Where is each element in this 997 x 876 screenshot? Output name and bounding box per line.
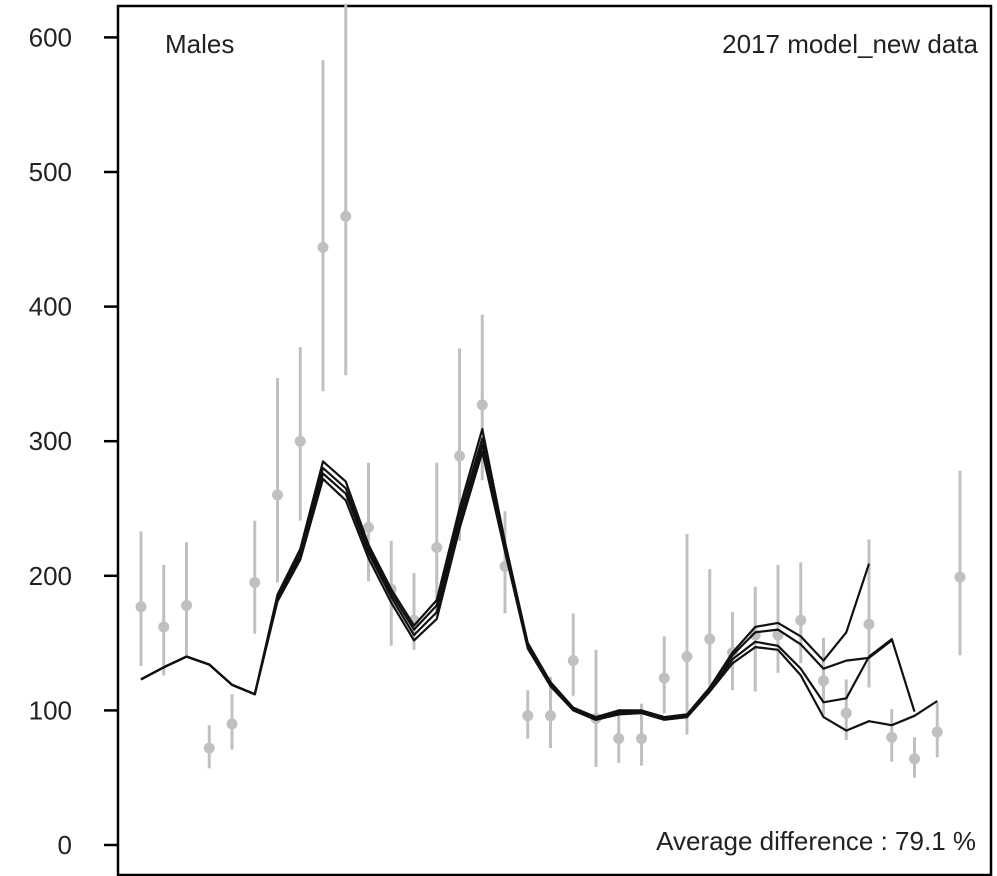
observed-point [931, 726, 943, 738]
observed-point [363, 521, 374, 533]
observed-point [636, 733, 647, 745]
observed-point [909, 753, 920, 765]
observed-point [704, 633, 716, 645]
observed-point [431, 542, 443, 554]
y-tick-label: 500 [29, 157, 72, 187]
observed-point [181, 599, 192, 611]
observed-point [158, 621, 170, 633]
y-tick-label: 300 [29, 426, 72, 456]
observed-point [886, 731, 898, 743]
observed-point [272, 489, 283, 501]
y-tick-label: 200 [29, 561, 72, 591]
observed-point [954, 571, 966, 583]
observed-point [545, 710, 556, 722]
observed-point [818, 675, 829, 687]
observed-point [681, 651, 693, 663]
observed-point [863, 618, 875, 630]
observed-point [135, 601, 147, 613]
observed-point [454, 450, 465, 462]
observed-point [567, 655, 579, 667]
y-tick-label: 100 [29, 695, 72, 725]
observed-point [476, 399, 488, 411]
model-lines [140, 428, 938, 732]
observed-point [613, 733, 625, 745]
observed-point [840, 707, 852, 719]
panel-label: Males [165, 29, 234, 59]
model-line-4 [140, 450, 938, 732]
y-tick-label: 400 [29, 292, 72, 322]
observed-points [135, 210, 966, 765]
model-label: 2017 model_new data [722, 29, 978, 59]
observed-point [522, 710, 534, 722]
plot-frame [116, 4, 993, 876]
observed-point [226, 718, 238, 730]
observed-point [658, 672, 670, 684]
observed-point [795, 614, 807, 626]
observed-point [294, 435, 306, 447]
y-tick-label: 600 [29, 22, 72, 52]
observed-point [317, 241, 329, 253]
y-tick-label: 0 [58, 830, 72, 860]
observed-point [340, 210, 352, 222]
y-axis: 0 100 200 300 400 500 600 [29, 22, 118, 860]
observed-point [203, 742, 215, 754]
observed-point [249, 577, 261, 589]
average-difference-label: Average difference : 79.1 % [656, 826, 976, 856]
